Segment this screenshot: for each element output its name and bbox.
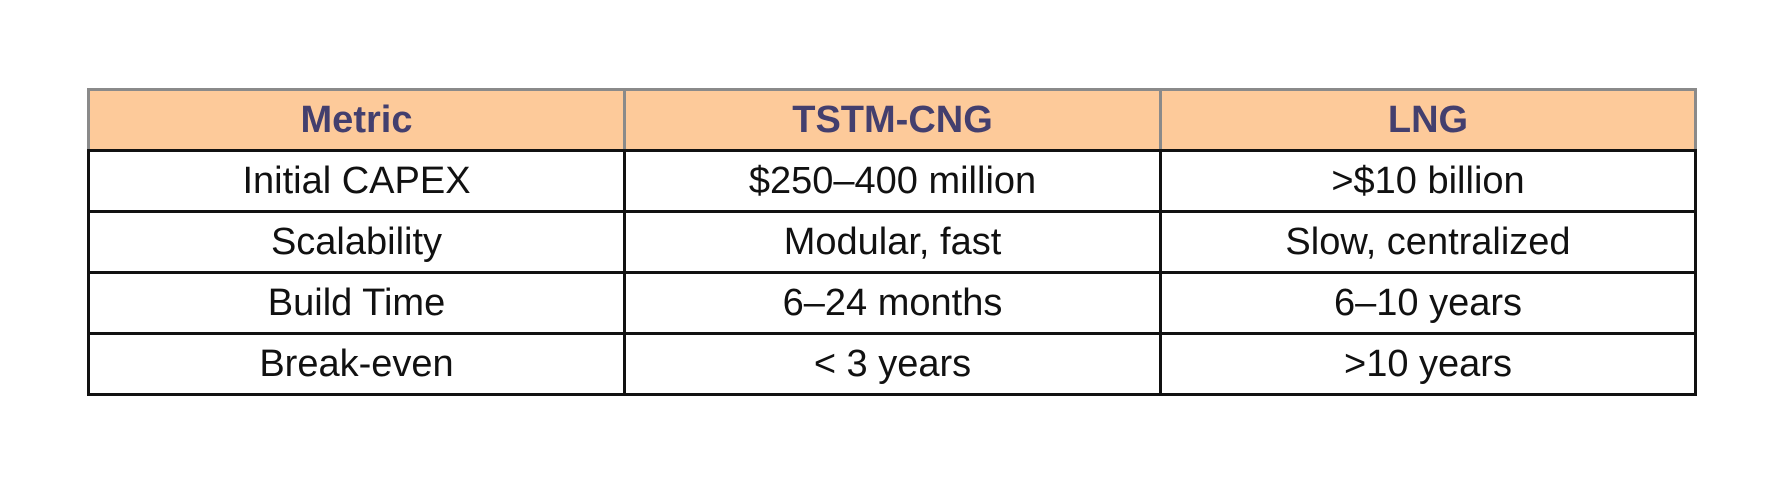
table-row: Initial CAPEX $250–400 million >$10 bill… xyxy=(87,149,1697,213)
row-label-cell: Initial CAPEX xyxy=(87,149,626,213)
lng-cell: Slow, centralized xyxy=(1159,210,1697,274)
tstm-cng-cell: 6–24 months xyxy=(623,271,1162,335)
header-tstm-cng: TSTM-CNG xyxy=(623,88,1162,152)
comparison-table-container: Metric TSTM-CNG LNG Initial CAPEX $250–4… xyxy=(87,88,1697,396)
row-label-cell: Build Time xyxy=(87,271,626,335)
row-label-cell: Scalability xyxy=(87,210,626,274)
lng-cell: >$10 billion xyxy=(1159,149,1697,213)
header-metric: Metric xyxy=(87,88,626,152)
lng-cell: 6–10 years xyxy=(1159,271,1697,335)
table-row: Scalability Modular, fast Slow, centrali… xyxy=(87,210,1697,274)
lng-cell: >10 years xyxy=(1159,332,1697,396)
tstm-cng-cell: Modular, fast xyxy=(623,210,1162,274)
comparison-table: Metric TSTM-CNG LNG Initial CAPEX $250–4… xyxy=(87,88,1697,396)
table-header-row: Metric TSTM-CNG LNG xyxy=(87,88,1697,152)
row-label-cell: Break-even xyxy=(87,332,626,396)
table-row: Build Time 6–24 months 6–10 years xyxy=(87,271,1697,335)
header-lng: LNG xyxy=(1159,88,1697,152)
tstm-cng-cell: < 3 years xyxy=(623,332,1162,396)
table-row: Break-even < 3 years >10 years xyxy=(87,332,1697,396)
tstm-cng-cell: $250–400 million xyxy=(623,149,1162,213)
